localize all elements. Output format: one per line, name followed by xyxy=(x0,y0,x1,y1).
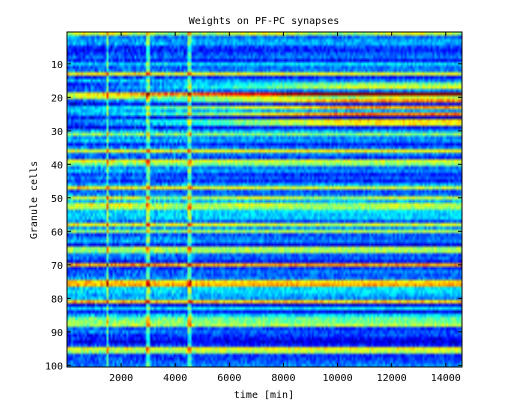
y-tick-label: 80 xyxy=(51,294,63,305)
heatmap-plot xyxy=(66,31,463,368)
x-axis-ticks: 2000 4000 6000 8000 10000 12000 14000 xyxy=(109,32,461,384)
x-tick-label: 6000 xyxy=(217,373,241,384)
y-tick-label: 40 xyxy=(51,160,63,171)
x-tick-label: 14000 xyxy=(431,373,461,384)
x-tick-label: 8000 xyxy=(271,373,295,384)
y-tick-label: 90 xyxy=(51,328,63,339)
chart-title: Weights on PF-PC synapses xyxy=(189,16,340,27)
x-tick-label: 12000 xyxy=(377,373,407,384)
y-axis-label: Granule cells xyxy=(29,161,40,239)
y-tick-label: 10 xyxy=(51,60,63,71)
x-tick-label: 2000 xyxy=(109,373,133,384)
plot-frame xyxy=(66,31,463,368)
y-tick-label: 100 xyxy=(45,361,63,372)
y-tick-label: 30 xyxy=(51,127,63,138)
y-axis-ticks: 10 20 30 40 50 60 70 80 90 100 xyxy=(45,60,462,372)
x-tick-label: 4000 xyxy=(163,373,187,384)
y-tick-label: 20 xyxy=(51,93,63,104)
y-tick-label: 70 xyxy=(51,261,63,272)
heatmap-image xyxy=(67,32,462,367)
y-tick-label: 60 xyxy=(51,227,63,238)
y-tick-label: 50 xyxy=(51,194,63,205)
x-axis-label: time [min] xyxy=(234,390,294,401)
x-tick-label: 10000 xyxy=(322,373,352,384)
